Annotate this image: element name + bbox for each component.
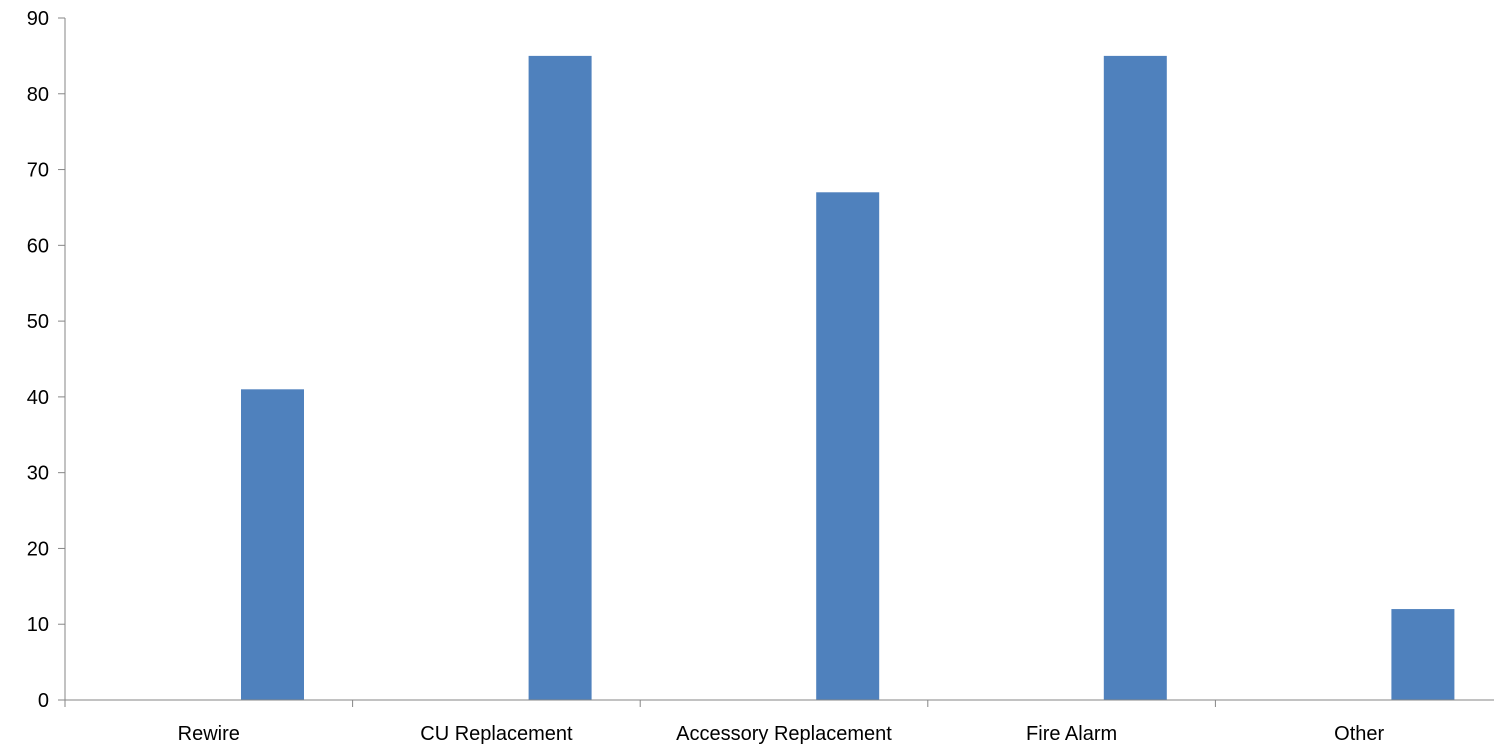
y-tick-label: 60 <box>27 235 49 257</box>
y-tick-label: 0 <box>38 690 49 712</box>
x-tick-label: Other <box>1334 723 1384 745</box>
bar-rewire <box>241 389 304 700</box>
bar-accessory-replacement <box>816 192 880 701</box>
y-tick-label: 30 <box>27 463 49 485</box>
y-tick-label: 10 <box>27 614 49 636</box>
x-tick-label: Fire Alarm <box>1026 723 1117 745</box>
bar-fire-alarm <box>1103 55 1167 700</box>
bar-other <box>1391 609 1455 700</box>
x-axis-ticks: Rewire CU Replacement Accessory Replacemen… <box>64 700 1385 745</box>
bars <box>241 55 1455 701</box>
y-tick-label: 50 <box>27 311 49 333</box>
y-tick-label: 40 <box>27 387 49 409</box>
y-tick-label: 90 <box>27 8 49 30</box>
y-tick-label: 80 <box>27 84 49 106</box>
y-tick-label: 20 <box>27 538 49 560</box>
y-tick-label: 70 <box>27 160 49 182</box>
x-tick-label: Rewire <box>178 723 240 745</box>
x-tick-label: Accessory Replacement <box>676 723 892 745</box>
bar-cu-replacement <box>528 55 592 700</box>
y-axis-ticks: 0 10 20 30 40 50 60 70 80 90 <box>27 8 65 712</box>
x-tick-label: CU Replacement <box>420 723 573 745</box>
